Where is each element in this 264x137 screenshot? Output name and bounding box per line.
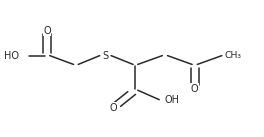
Text: O: O — [109, 103, 117, 113]
Text: O: O — [43, 25, 51, 35]
Text: HO: HO — [4, 51, 19, 61]
Text: O: O — [191, 84, 199, 94]
Text: CH₃: CH₃ — [224, 51, 242, 60]
Text: OH: OH — [165, 95, 180, 105]
Text: S: S — [102, 51, 109, 61]
